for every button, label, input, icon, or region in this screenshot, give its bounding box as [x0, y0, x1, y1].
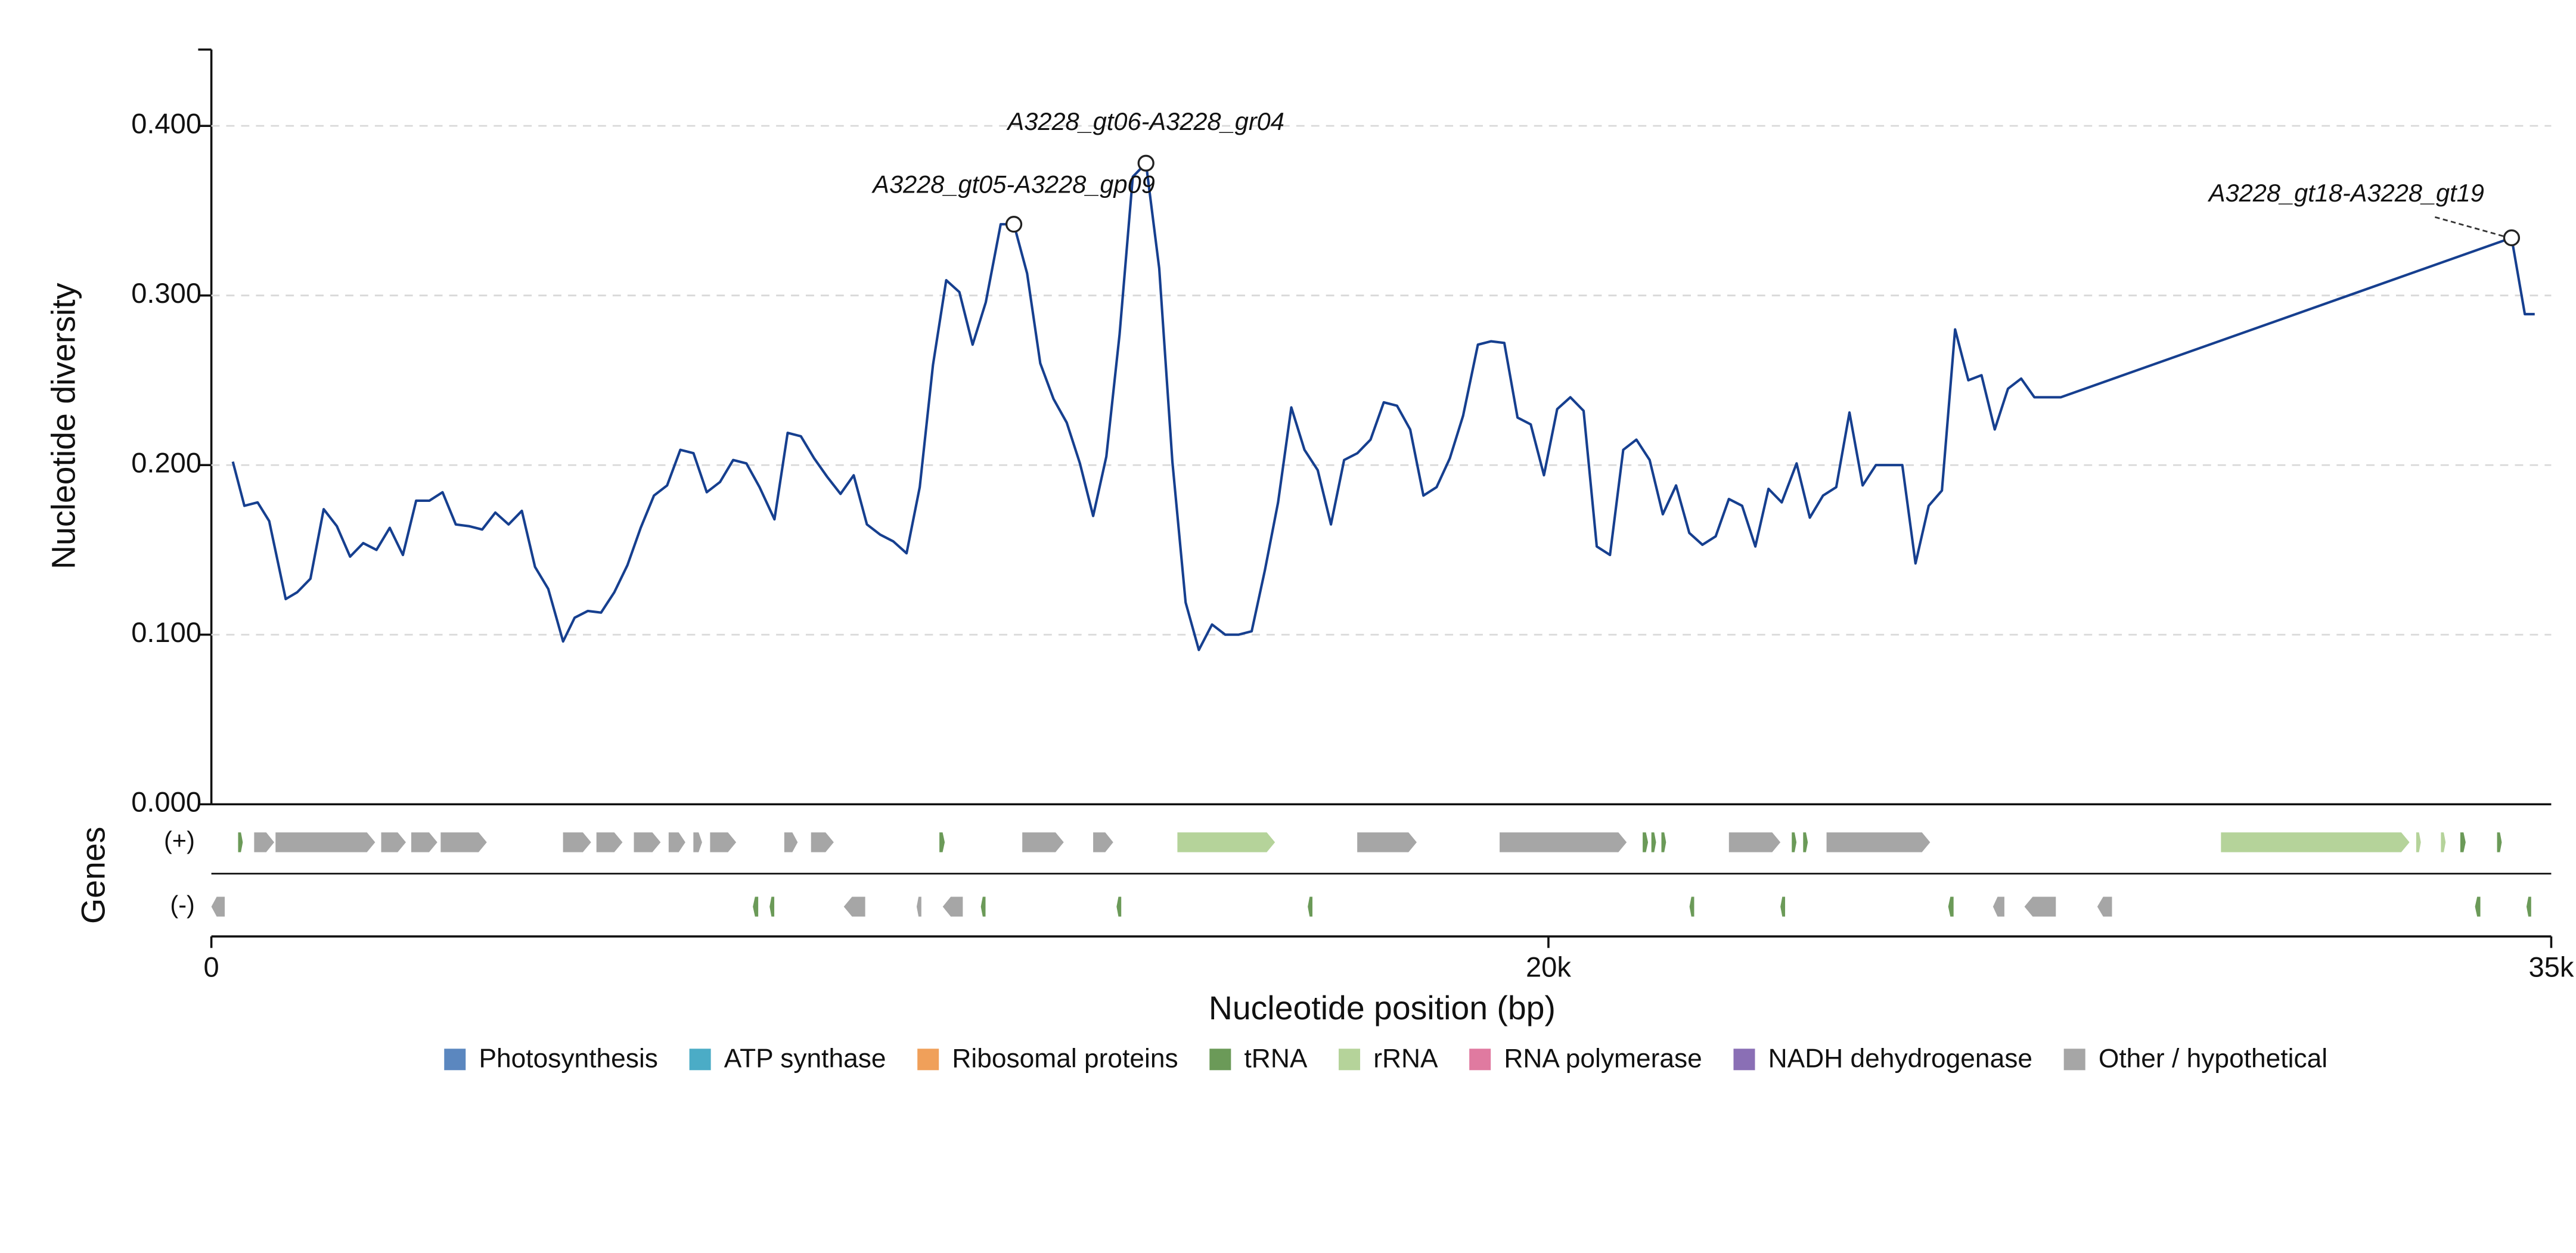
- gene: [211, 897, 225, 917]
- track-label: (+): [164, 826, 195, 854]
- gene: [769, 897, 775, 917]
- gene: [596, 832, 623, 852]
- legend-swatch: [2063, 1049, 2085, 1071]
- gene: [942, 897, 963, 917]
- gene: [2441, 832, 2446, 852]
- y-tick-label: 0.100: [131, 616, 201, 648]
- annotation-label: A3228_gt06-A3228_gr04: [1006, 107, 1284, 135]
- gene: [2221, 832, 2410, 852]
- gene: [1661, 832, 1666, 852]
- x-tick-label: 0: [204, 951, 219, 983]
- legend-swatch: [689, 1049, 711, 1071]
- y-tick-label: 0.000: [131, 786, 201, 818]
- legend-swatch: [1209, 1049, 1231, 1071]
- gene: [939, 832, 945, 852]
- gene: [1992, 897, 2004, 917]
- gene: [2497, 832, 2502, 852]
- gene: [1651, 832, 1656, 852]
- legend-swatch: [1339, 1049, 1361, 1071]
- gene: [254, 832, 275, 852]
- annotation-label: A3228_gt05-A3228_gp09: [871, 170, 1155, 198]
- gene: [238, 832, 243, 852]
- gene: [440, 832, 487, 852]
- gene: [2024, 897, 2056, 917]
- gene: [1689, 897, 1694, 917]
- gene: [668, 832, 685, 852]
- legend-swatch: [444, 1049, 466, 1071]
- y-tick-label: 0.200: [131, 447, 201, 479]
- legend-label: Ribosomal proteins: [952, 1044, 1178, 1073]
- gene: [1826, 832, 1931, 852]
- annotation-marker: [1137, 154, 1154, 172]
- gene: [811, 832, 834, 852]
- annotation-marker: [1005, 216, 1023, 233]
- legend-label: Photosynthesis: [479, 1044, 658, 1073]
- annotation-leader: [2432, 215, 2504, 237]
- gene: [784, 832, 798, 852]
- gene: [843, 897, 865, 917]
- gene: [753, 897, 759, 917]
- gene: [411, 832, 437, 852]
- gene: [1093, 832, 1113, 852]
- legend-swatch: [1733, 1049, 1755, 1071]
- gene: [1022, 832, 1064, 852]
- y-tick-label: 0.300: [131, 277, 201, 309]
- legend-label: Other / hypothetical: [2099, 1044, 2327, 1073]
- gene: [634, 832, 661, 852]
- diversity-line: [231, 162, 2535, 652]
- track-title: Genes: [75, 827, 111, 924]
- gene: [693, 832, 702, 852]
- gene: [980, 897, 986, 917]
- legend-label: rRNA: [1373, 1044, 1438, 1073]
- y-axis-title: Nucleotide diversity: [45, 283, 82, 569]
- gene: [2097, 897, 2112, 917]
- legend-label: NADH dehydrogenase: [1768, 1044, 2032, 1073]
- legend-label: ATP synthase: [724, 1044, 886, 1073]
- gene: [1116, 897, 1122, 917]
- x-axis-title: Nucleotide position (bp): [1209, 990, 1556, 1026]
- gene: [1177, 832, 1275, 852]
- gene: [710, 832, 737, 852]
- gene: [1728, 832, 1781, 852]
- gene: [1803, 832, 1808, 852]
- gene: [2416, 832, 2421, 852]
- gene: [1948, 897, 1954, 917]
- legend-swatch: [1469, 1049, 1491, 1071]
- legend: Photosynthesis ATP synthase Ribosomal prot…: [444, 1044, 2327, 1073]
- gene: [2526, 897, 2531, 917]
- gene: [1308, 897, 1313, 917]
- gene: [1643, 832, 1649, 852]
- gene: [1500, 832, 1627, 852]
- gene: [2475, 897, 2481, 917]
- track-label: (-): [170, 891, 195, 919]
- legend-label: RNA polymerase: [1504, 1044, 1702, 1073]
- gene: [1357, 832, 1417, 852]
- gene: [563, 832, 591, 852]
- gene: [2460, 832, 2466, 852]
- y-tick-label: 0.400: [131, 108, 201, 139]
- annotation-marker: [2503, 229, 2521, 247]
- gene: [1780, 897, 1786, 917]
- x-tick-label: 35k: [2528, 951, 2574, 983]
- gene: [275, 832, 375, 852]
- gene: [1792, 832, 1797, 852]
- legend-label: tRNA: [1244, 1044, 1308, 1073]
- legend-swatch: [917, 1049, 939, 1071]
- x-tick-label: 20k: [1526, 951, 1571, 983]
- gene: [381, 832, 406, 852]
- gene: [916, 897, 921, 917]
- annotation-label: A3228_gt18-A3228_gt19: [2207, 179, 2484, 207]
